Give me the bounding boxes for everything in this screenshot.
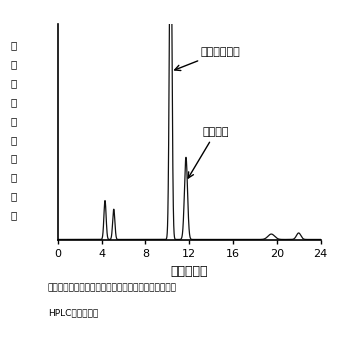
X-axis label: 時間（分）: 時間（分） xyxy=(170,265,208,278)
Text: コ: コ xyxy=(11,59,17,69)
Text: タウリン: タウリン xyxy=(188,127,229,178)
Text: ー: ー xyxy=(11,116,17,126)
Text: HPLCによる分析: HPLCによる分析 xyxy=(48,309,98,318)
Text: レ: レ xyxy=(11,135,17,145)
Text: ン: ン xyxy=(11,191,17,201)
Text: ー: ー xyxy=(11,78,17,88)
Text: ポ: ポ xyxy=(11,173,17,182)
Text: ス: ス xyxy=(11,154,17,164)
Text: レ: レ xyxy=(11,40,17,50)
Text: 図　システインスルフィン酸脱炭酸酵素反応生成物の: 図 システインスルフィン酸脱炭酸酵素反応生成物の xyxy=(48,283,177,292)
Text: ヒポタウリン: ヒポタウリン xyxy=(175,47,240,71)
Text: ス: ス xyxy=(11,210,17,220)
Text: ダ: ダ xyxy=(11,97,17,107)
